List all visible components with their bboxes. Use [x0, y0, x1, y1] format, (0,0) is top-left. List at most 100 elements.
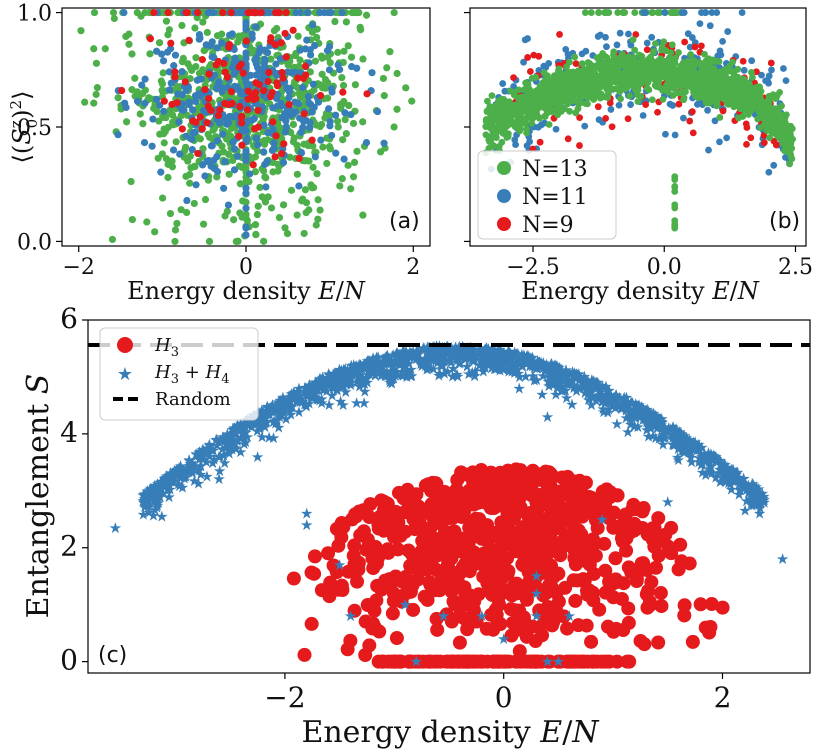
data-point: [584, 71, 592, 79]
legend-n11-marker: [497, 189, 511, 203]
data-point: [749, 73, 756, 81]
data-point: [176, 150, 184, 158]
data-point: [230, 145, 239, 153]
data-point: [318, 84, 327, 92]
data-point: [524, 54, 532, 61]
data-point: [92, 90, 100, 99]
data-point: [181, 78, 189, 86]
data-point: [320, 8, 328, 17]
data-point: [227, 8, 235, 17]
data-point: [317, 136, 325, 144]
data-point: [303, 8, 312, 17]
data-point: [310, 86, 318, 94]
data-point: [567, 525, 582, 540]
data-point: [643, 62, 651, 70]
panel-b-xlabel: Energy density E/N: [521, 277, 760, 305]
data-point: [597, 78, 604, 85]
data-point: [150, 8, 158, 17]
data-point: [553, 107, 561, 114]
data-point: [233, 83, 242, 91]
data-point: [608, 575, 623, 590]
data-point: [764, 115, 772, 123]
data-point: [577, 574, 592, 589]
data-point: [571, 53, 579, 61]
data-point: [688, 108, 696, 116]
data-point: [677, 82, 685, 89]
data-point: [643, 39, 651, 47]
data-point: [309, 21, 317, 29]
data-point: [242, 49, 250, 57]
data-point: [208, 142, 216, 150]
data-point: [194, 8, 202, 17]
data-point: [210, 156, 218, 164]
data-point: [499, 80, 507, 87]
data-point: [544, 72, 551, 80]
data-point: [378, 573, 393, 588]
data-point: [390, 509, 405, 524]
data-point: [638, 76, 645, 84]
data-point: [681, 38, 689, 46]
data-point: [653, 586, 668, 601]
data-point: [664, 520, 679, 535]
data-point: [553, 85, 560, 93]
data-point: [565, 87, 573, 95]
data-point: [114, 131, 122, 139]
data-point: [671, 201, 679, 209]
data-point: [256, 183, 264, 192]
data-point: [295, 154, 303, 162]
data-point: [504, 130, 512, 138]
data-point: [185, 100, 193, 109]
data-point: [141, 86, 149, 94]
data-point: [131, 74, 139, 82]
data-point: [214, 111, 222, 120]
data-point: [178, 125, 186, 133]
data-point: [270, 27, 278, 35]
data-point: [250, 114, 258, 123]
data-point: [697, 62, 705, 70]
data-point: [595, 116, 603, 124]
data-point: [311, 42, 319, 50]
data-point: [265, 68, 273, 77]
data-point: [319, 143, 327, 151]
data-point: [159, 69, 167, 77]
data-point: [362, 138, 371, 147]
data-point: [437, 538, 452, 553]
x-tick-label: 2.5: [778, 255, 813, 280]
data-point: [101, 45, 109, 53]
data-point: [671, 183, 679, 191]
data-point: [190, 199, 198, 208]
data-point: [517, 521, 532, 536]
data-point: [576, 85, 584, 93]
data-point: [201, 85, 209, 94]
data-point: [136, 110, 144, 118]
data-point: [230, 166, 239, 174]
data-point: [313, 170, 321, 178]
data-point: [274, 122, 282, 130]
data-point: [207, 106, 215, 115]
data-point: [339, 88, 347, 96]
data-point: [552, 125, 560, 133]
data-point: [637, 637, 652, 652]
data-point: [782, 77, 790, 85]
data-point: [334, 578, 349, 593]
data-point: [149, 115, 157, 123]
data-point: [662, 130, 669, 138]
data-point: [301, 186, 310, 194]
data-point: [158, 194, 167, 202]
data-point: [285, 100, 293, 109]
data-point: [287, 186, 296, 194]
data-point: [646, 68, 654, 76]
data-point: [642, 101, 650, 108]
data-point: [555, 65, 563, 73]
data-point: [564, 50, 572, 58]
data-point: [488, 602, 503, 617]
data-point: [122, 118, 131, 126]
data-point: [349, 173, 358, 181]
data-point: [283, 84, 291, 92]
data-point: [148, 142, 156, 150]
data-point: [750, 95, 757, 102]
data-point: [685, 61, 693, 69]
data-point: [440, 551, 455, 566]
data-point: [629, 36, 637, 44]
data-point: [347, 110, 355, 119]
